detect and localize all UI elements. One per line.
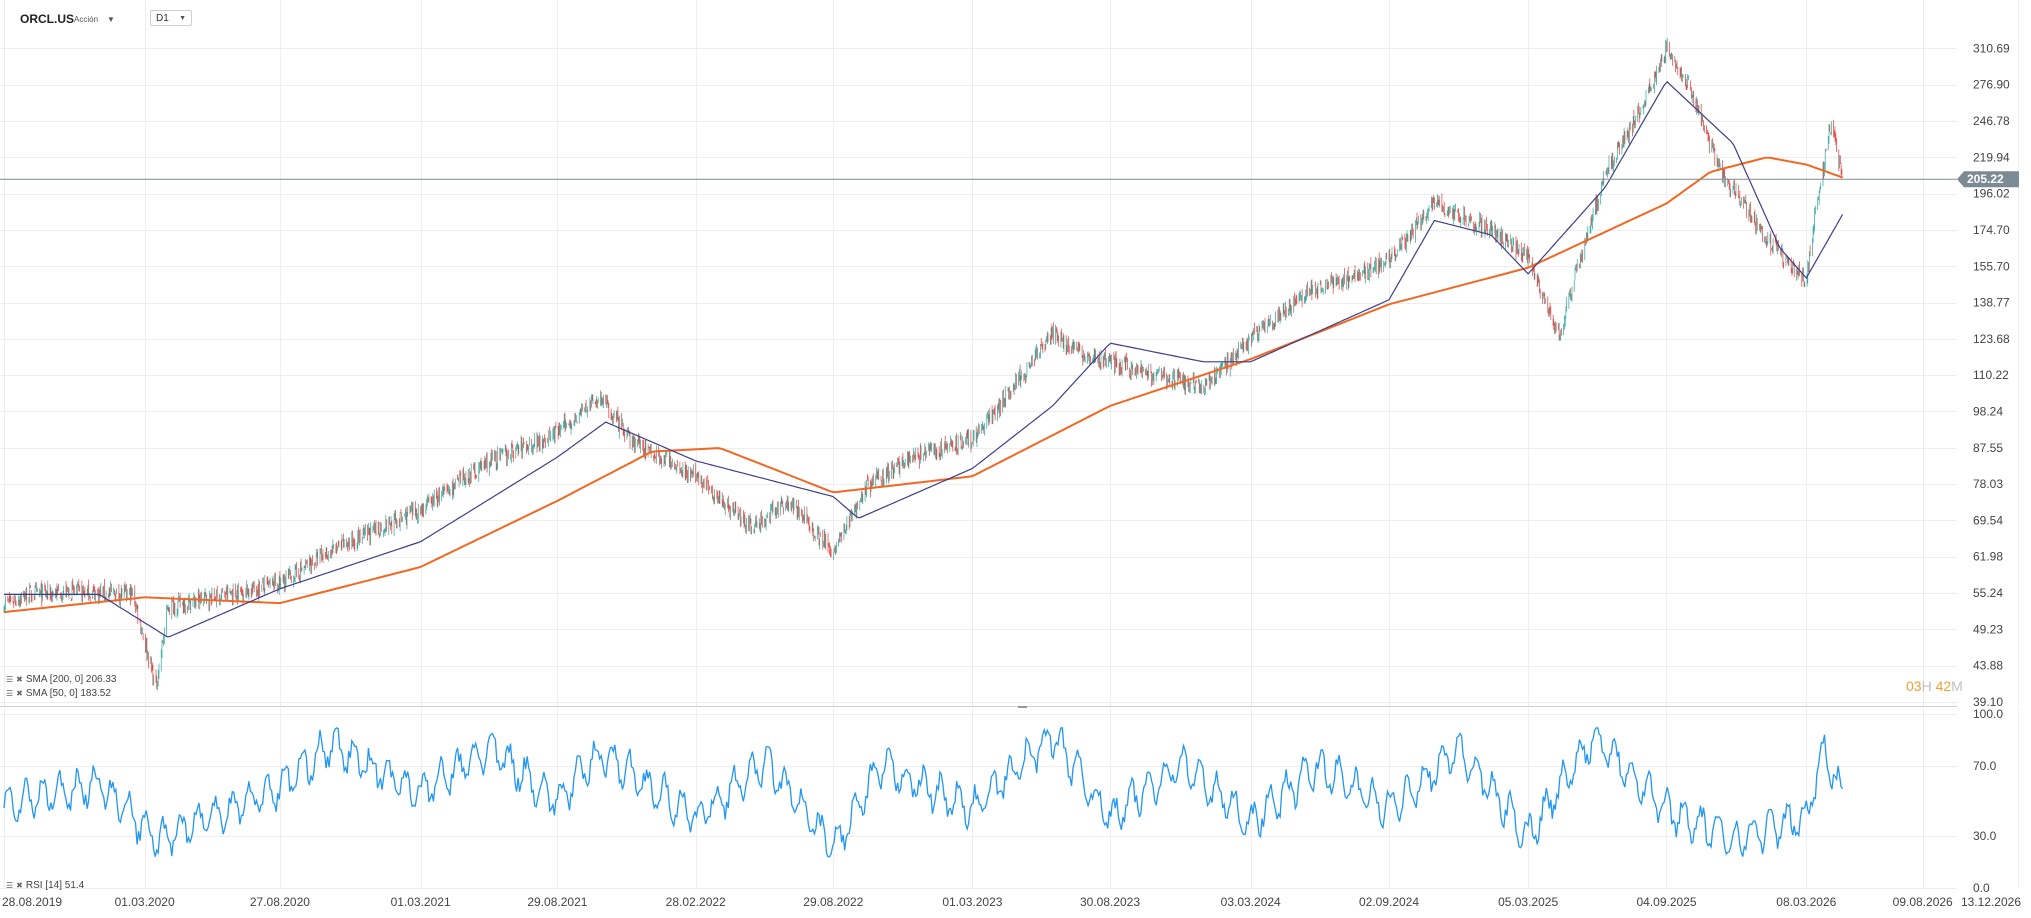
price-tick-label-10: 98.24 bbox=[1973, 405, 2003, 419]
settings-icon[interactable]: ☰ bbox=[6, 881, 14, 890]
price-tick-label-4: 196.02 bbox=[1973, 187, 2010, 201]
chevron-down-icon: ▼ bbox=[179, 14, 186, 22]
price-tick-label-11: 87.55 bbox=[1973, 441, 2003, 455]
price-tick-label-16: 49.23 bbox=[1973, 622, 2003, 636]
date-tick-label-0: 28.08.2019 bbox=[2, 895, 62, 909]
date-tick-label-1: 01.03.2020 bbox=[115, 895, 175, 909]
timeframe-select[interactable]: D1 ▼ bbox=[150, 10, 192, 26]
countdown-hours-unit: H bbox=[1921, 678, 1932, 694]
rsi-line bbox=[3, 727, 1844, 858]
date-tick-label-9: 03.03.2024 bbox=[1221, 895, 1281, 909]
price-tick-label-5: 174.70 bbox=[1973, 223, 2010, 237]
settings-icon[interactable]: ☰ bbox=[6, 689, 14, 698]
time-axis: 28.08.2019 01.03.2020 27.08.2020 01.03.2021… bbox=[2, 895, 2021, 909]
date-tick-label-8: 30.08.2023 bbox=[1080, 895, 1140, 909]
settings-icon[interactable]: ☰ bbox=[6, 675, 14, 684]
price-tick-label-9: 110.22 bbox=[1973, 368, 2009, 382]
date-tick-label-5: 28.02.2022 bbox=[666, 895, 726, 909]
price-tick-label-3: 219.94 bbox=[1973, 150, 2010, 164]
price-grid bbox=[0, 0, 2019, 706]
date-tick-label-10: 02.09.2024 bbox=[1359, 895, 1419, 909]
date-tick-label-11: 05.03.2025 bbox=[1498, 895, 1558, 909]
price-tick-label-0: 310.69 bbox=[1973, 41, 2010, 55]
legend-rsi[interactable]: ☰ ✖ RSI [14] 51.4 bbox=[6, 880, 84, 891]
date-tick-label-7: 01.03.2023 bbox=[942, 895, 1002, 909]
session-countdown: 03H 42M bbox=[1906, 678, 1963, 694]
close-icon[interactable]: ✖ bbox=[16, 675, 23, 684]
countdown-minutes-unit: M bbox=[1951, 678, 1963, 694]
price-tick-label-14: 61.98 bbox=[1973, 550, 2003, 564]
price-tick-label-15: 55.24 bbox=[1973, 586, 2003, 600]
price-tick-label-12: 78.03 bbox=[1973, 477, 2003, 491]
symbol-dropdown-caret-icon[interactable]: ▼ bbox=[107, 14, 115, 24]
timeframe-value: D1 bbox=[156, 12, 169, 24]
legend-rsi-label: RSI [14] 51.4 bbox=[25, 880, 85, 891]
legend-sma50-label: SMA [50, 0] 183.52 bbox=[25, 688, 111, 699]
date-tick-label-12: 04.09.2025 bbox=[1636, 895, 1696, 909]
symbol-label[interactable]: ORCL.US bbox=[20, 12, 74, 26]
rsi-tick-label-3: 0.0 bbox=[1973, 881, 1990, 895]
candlestick-series bbox=[3, 38, 1843, 691]
last-price-tag: 205.22 bbox=[1957, 171, 2019, 188]
last-price-value: 205.22 bbox=[1967, 172, 2004, 186]
close-icon[interactable]: ✖ bbox=[16, 689, 23, 698]
date-tick-label-13: 08.03.2026 bbox=[1776, 895, 1836, 909]
date-tick-label-14: 09.08.2026 bbox=[1893, 895, 1953, 909]
price-tick-label-6: 155.70 bbox=[1973, 259, 2010, 273]
sma200-line bbox=[3, 156, 1843, 614]
legend-sma200[interactable]: ☰ ✖ SMA [200, 0] 206.33 bbox=[6, 674, 117, 685]
date-tick-label-15: 13.12.2026 bbox=[1961, 895, 2021, 909]
price-tick-label-13: 69.54 bbox=[1973, 513, 2003, 527]
countdown-hours: 03 bbox=[1906, 678, 1922, 694]
date-tick-label-6: 29.08.2022 bbox=[803, 895, 863, 909]
rsi-tick-label-1: 70.0 bbox=[1973, 759, 1997, 773]
security-type-label: Acción bbox=[74, 14, 99, 24]
sma50-line bbox=[4, 81, 1844, 638]
legend-sma200-label: SMA [200, 0] 206.33 bbox=[25, 674, 117, 685]
rsi-axis: 100.0 70.0 30.0 0.0 bbox=[1973, 707, 2003, 895]
date-tick-label-3: 01.03.2021 bbox=[391, 895, 451, 909]
price-axis: 310.69 276.90 246.78 219.94 196.02 174.70 155.… bbox=[1973, 41, 2010, 709]
price-tick-label-18: 39.10 bbox=[1973, 695, 2003, 709]
price-tick-label-8: 123.68 bbox=[1973, 332, 2010, 346]
date-tick-label-4: 29.08.2021 bbox=[527, 895, 587, 909]
rsi-tick-label-0: 100.0 bbox=[1973, 707, 2003, 721]
date-tick-label-2: 27.08.2020 bbox=[250, 895, 310, 909]
price-tick-label-17: 43.88 bbox=[1973, 659, 2003, 673]
rsi-grid bbox=[0, 708, 2019, 889]
price-tick-label-7: 138.77 bbox=[1973, 296, 2010, 310]
price-tick-label-2: 246.78 bbox=[1973, 114, 2010, 128]
last-price-tag-bg bbox=[1957, 171, 2019, 188]
close-icon[interactable]: ✖ bbox=[16, 881, 23, 890]
countdown-minutes: 42 bbox=[1935, 678, 1952, 694]
pane-resize-handle[interactable] bbox=[1018, 706, 1027, 708]
price-tick-label-1: 276.90 bbox=[1973, 78, 2010, 92]
rsi-tick-label-2: 30.0 bbox=[1973, 829, 1997, 843]
legend-sma50[interactable]: ☰ ✖ SMA [50, 0] 183.52 bbox=[6, 688, 111, 699]
